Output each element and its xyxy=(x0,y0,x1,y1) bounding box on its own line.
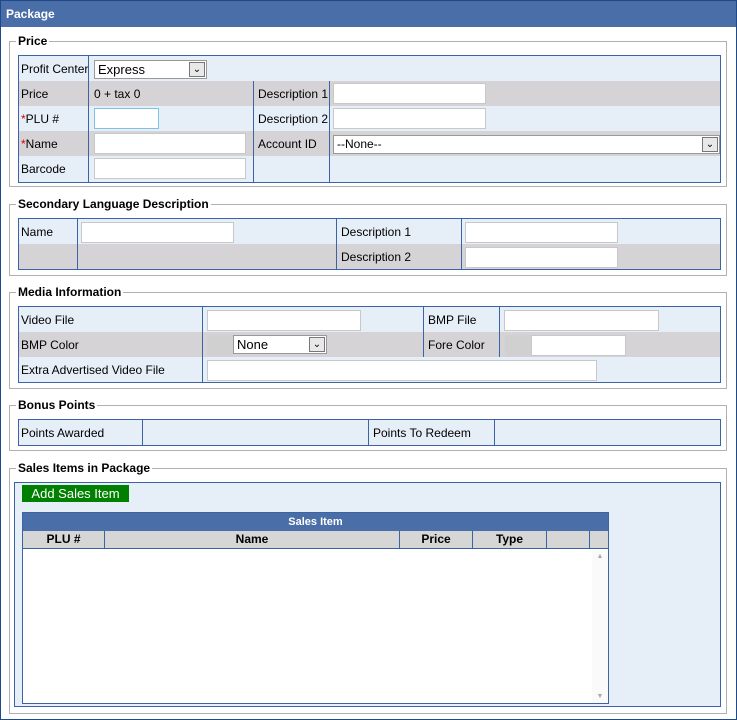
scroll-down-icon[interactable]: ▼ xyxy=(596,693,604,700)
secondary-table: Name Description 1 Description 2 xyxy=(18,218,721,270)
plu-label-text: PLU # xyxy=(25,112,60,126)
plu-label: *PLU # xyxy=(21,107,59,132)
sec-description1-input[interactable] xyxy=(465,222,618,243)
col-plu[interactable]: PLU # xyxy=(23,531,105,548)
sec-description2-label: Description 2 xyxy=(341,250,412,264)
scroll-up-icon[interactable]: ▲ xyxy=(596,553,604,560)
grid-title: Sales Item xyxy=(23,513,608,531)
description2-input[interactable] xyxy=(333,108,486,129)
extra-video-label: Extra Advertised Video File xyxy=(21,363,165,377)
video-file-input[interactable] xyxy=(207,310,361,331)
fore-color-input[interactable] xyxy=(531,335,626,356)
sec-name-input[interactable] xyxy=(81,222,234,243)
video-file-label: Video File xyxy=(21,313,75,327)
bonus-legend: Bonus Points xyxy=(16,398,98,412)
required-mark: * xyxy=(21,112,26,126)
sec-description2-input[interactable] xyxy=(465,247,618,268)
chevron-down-icon: ⌄ xyxy=(309,337,325,352)
profit-center-value: Express xyxy=(98,62,145,77)
account-id-label: Account ID xyxy=(258,137,317,151)
bmp-color-value: None xyxy=(237,337,269,352)
bmp-file-label: BMP File xyxy=(428,313,477,327)
barcode-label: Barcode xyxy=(21,162,66,176)
sales-fieldset: Sales Items in Package xyxy=(9,461,727,714)
sales-item-grid: Sales Item PLU # Name Price Type ▲ ▼ xyxy=(22,512,609,704)
profit-center-select[interactable]: Express ⌄ xyxy=(94,60,207,79)
chevron-down-icon: ⌄ xyxy=(702,137,718,152)
description1-label: Description 1 xyxy=(258,87,329,101)
col-name[interactable]: Name xyxy=(105,531,400,548)
price-legend: Price xyxy=(16,34,50,48)
bmp-color-label: BMP Color xyxy=(21,338,79,352)
fore-color-label: Fore Color xyxy=(428,338,485,352)
account-id-select[interactable]: --None-- ⌄ xyxy=(333,135,720,154)
col-price[interactable]: Price xyxy=(400,531,473,548)
name-label: *Name xyxy=(21,132,58,157)
sales-legend: Sales Items in Package xyxy=(16,461,153,475)
price-fieldset: Price xyxy=(9,34,727,187)
bonus-table: Points Awarded Points To Redeem xyxy=(18,419,721,446)
description1-input[interactable] xyxy=(333,83,486,104)
bmp-color-select[interactable]: None ⌄ xyxy=(233,335,327,354)
grid-scrollbar[interactable]: ▲ ▼ xyxy=(592,550,608,703)
plu-input[interactable] xyxy=(94,108,159,129)
media-fieldset: Media Information xyxy=(9,285,727,389)
required-mark: * xyxy=(21,137,26,151)
grid-header: PLU # Name Price Type xyxy=(23,531,608,549)
col-type[interactable]: Type xyxy=(473,531,547,548)
account-id-value: --None-- xyxy=(337,137,382,151)
price-label: Price xyxy=(21,87,49,101)
secondary-legend: Secondary Language Description xyxy=(16,197,211,211)
extra-video-input[interactable] xyxy=(207,360,597,381)
name-label-text: Name xyxy=(25,137,58,151)
profit-center-label: Profit Center xyxy=(21,62,89,76)
secondary-fieldset: Secondary Language Description xyxy=(9,197,727,276)
description2-label: Description 2 xyxy=(258,112,329,126)
name-input[interactable] xyxy=(94,133,246,154)
sec-description1-label: Description 1 xyxy=(341,225,412,239)
fore-color-swatch xyxy=(505,335,531,356)
sec-name-label: Name xyxy=(21,225,54,239)
media-table: Video File BMP File BMP Color None ⌄ Fore… xyxy=(18,306,721,383)
window-title: Package xyxy=(1,1,736,27)
price-table: Profit Center Express ⌄ Price 0 + tax 0 *… xyxy=(18,55,721,183)
bonus-fieldset: Bonus Points xyxy=(9,398,727,451)
bmp-file-input[interactable] xyxy=(504,310,659,331)
points-redeem-label: Points To Redeem xyxy=(373,426,471,440)
barcode-input[interactable] xyxy=(94,158,246,179)
col-actions xyxy=(547,531,590,548)
media-legend: Media Information xyxy=(16,285,124,299)
bmp-color-swatch xyxy=(207,335,233,356)
chevron-down-icon: ⌄ xyxy=(189,62,205,77)
price-value: 0 + tax 0 xyxy=(94,87,141,101)
points-awarded-label: Points Awarded xyxy=(21,426,105,440)
add-sales-item-button[interactable]: Add Sales Item xyxy=(22,485,129,502)
